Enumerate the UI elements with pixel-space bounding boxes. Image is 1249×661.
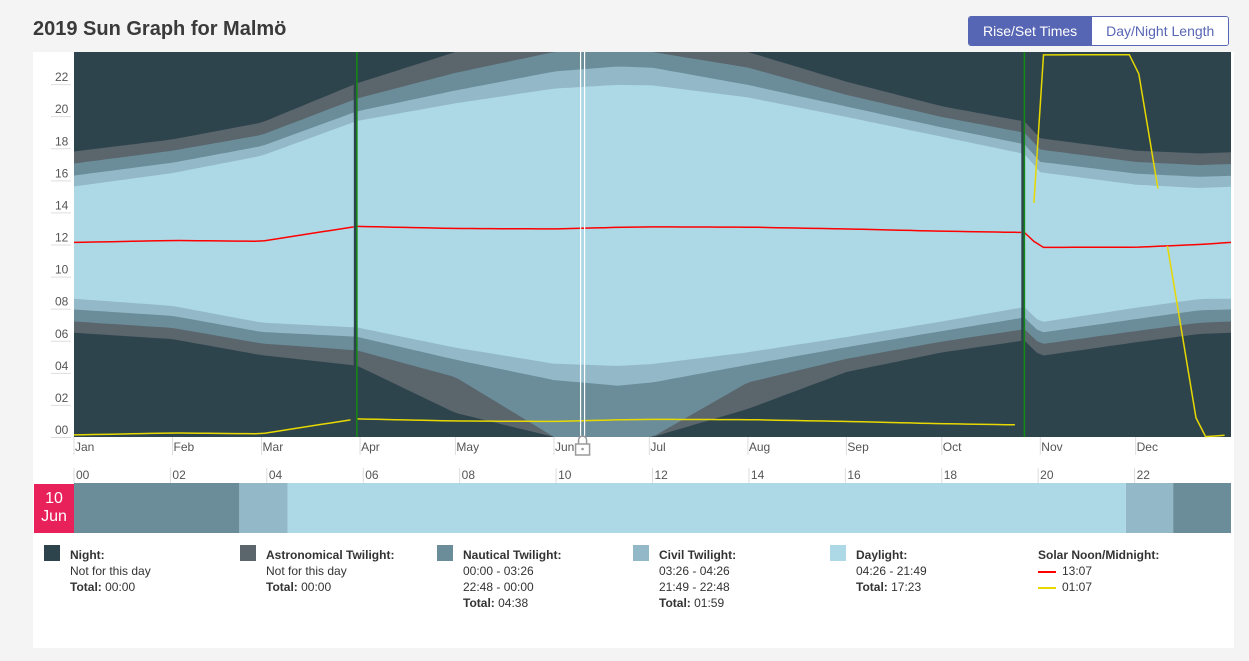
legend-daylight-line1: 04:26 - 21:49 xyxy=(856,564,927,578)
hour-tick-label-22: 22 xyxy=(1137,468,1151,482)
legend-astro-title: Astronomical Twilight: xyxy=(266,548,395,562)
rise-set-times-button[interactable]: Rise/Set Times xyxy=(969,17,1092,45)
legend-nautical-line1: 00:00 - 03:26 xyxy=(463,564,534,578)
hour-tick-label-18: 18 xyxy=(944,468,958,482)
solar-midnight-line-seg2 xyxy=(1166,245,1225,438)
legend-nautical-title: Nautical Twilight: xyxy=(463,548,562,562)
noon-line-swatch xyxy=(1038,570,1056,573)
legend-astro-total-label: Total: xyxy=(266,580,298,594)
lock-icon[interactable] xyxy=(574,435,591,456)
x-tick-label-Oct: Oct xyxy=(943,440,962,454)
civil-swatch xyxy=(633,545,649,561)
day-bar-segment-civil-3 xyxy=(1125,483,1174,533)
x-tick-label-Aug: Aug xyxy=(749,440,770,454)
legend-solar-midnight: 01:07 xyxy=(1062,580,1093,594)
solar-noon-line-seg2 xyxy=(1023,231,1232,249)
legend-astro-total: 00:00 xyxy=(301,580,332,594)
daylight-band-seg1 xyxy=(356,84,1022,366)
legend-night-line1: Not for this day xyxy=(70,564,151,578)
day-bar-segment-nautical-4 xyxy=(1173,483,1231,533)
x-tick-label-Jun: Jun xyxy=(555,440,574,454)
solar-midnight-line-seg1 xyxy=(356,418,1015,426)
y-tick-label-04: 04 xyxy=(55,359,69,373)
legend-daylight-total-label: Total: xyxy=(856,580,888,594)
x-tick-label-Dec: Dec xyxy=(1137,440,1158,454)
nautical-swatch xyxy=(437,545,453,561)
x-tick-label-May: May xyxy=(456,440,479,454)
day-bar-segment-day-2 xyxy=(287,483,1126,533)
hour-tick-label-14: 14 xyxy=(751,468,765,482)
solar-noon-line-seg0 xyxy=(73,226,354,244)
daylight-band-seg2 xyxy=(1024,153,1231,322)
hour-tick-label-08: 08 xyxy=(462,468,476,482)
solar-midnight-wrap-line xyxy=(1033,53,1159,203)
selected-day: 10 xyxy=(45,490,63,507)
legend-civil-total: 01:59 xyxy=(694,596,725,610)
solar-noon-line-seg1 xyxy=(356,225,1022,234)
y-tick-label-14: 14 xyxy=(55,198,69,212)
hour-tick-label-00: 00 xyxy=(76,468,90,482)
y-tick-label-00: 00 xyxy=(55,423,69,437)
legend-solar-noon: 13:07 xyxy=(1062,564,1093,578)
legend-nautical-total-label: Total: xyxy=(463,596,495,610)
y-tick-label-08: 08 xyxy=(55,295,69,309)
y-tick-label-10: 10 xyxy=(55,263,69,277)
selected-date-badge: 10 Jun xyxy=(34,484,74,533)
daylight-swatch xyxy=(830,545,846,561)
hour-tick-label-16: 16 xyxy=(847,468,861,482)
legend-nautical-line2: 22:48 - 00:00 xyxy=(463,580,534,594)
legend-civil-line1: 03:26 - 04:26 xyxy=(659,564,730,578)
x-tick-label-Nov: Nov xyxy=(1041,440,1062,454)
legend-daylight-title: Daylight: xyxy=(856,548,908,562)
legend-daylight-total: 17:23 xyxy=(891,580,922,594)
hour-tick-label-06: 06 xyxy=(365,468,379,482)
legend-nautical-total: 04:38 xyxy=(498,596,529,610)
x-tick-label-Sep: Sep xyxy=(847,440,869,454)
x-tick-label-Jul: Jul xyxy=(650,440,665,454)
legend-civil-title: Civil Twilight: xyxy=(659,548,737,562)
sun-graph-chart[interactable]: 00 02 04 06 08 10 12 14 16 18 20 22 Jan Feb Mar Apr May J… xyxy=(33,52,1234,540)
y-tick-label-18: 18 xyxy=(55,134,69,148)
astronomical-swatch xyxy=(240,545,256,561)
midnight-line-swatch xyxy=(1038,586,1056,589)
legend-night-title: Night: xyxy=(70,548,105,562)
y-tick-label-12: 12 xyxy=(55,231,69,245)
view-toggle: Rise/Set Times Day/Night Length xyxy=(968,16,1230,46)
y-tick-label-16: 16 xyxy=(55,166,69,180)
selected-month: Jun xyxy=(41,508,67,525)
y-tick-label-20: 20 xyxy=(55,102,69,116)
legend-civil-line2: 21:49 - 22:48 xyxy=(659,580,730,594)
legend-night-total: 00:00 xyxy=(105,580,136,594)
legend-astro-line1: Not for this day xyxy=(266,564,347,578)
day-night-length-button[interactable]: Day/Night Length xyxy=(1091,17,1229,45)
legend-solar-title: Solar Noon/Midnight: xyxy=(1038,548,1160,562)
daylight-band-seg0 xyxy=(74,122,354,328)
y-tick-label-22: 22 xyxy=(55,70,69,84)
night-swatch xyxy=(44,545,60,561)
y-tick-label-06: 06 xyxy=(55,327,69,341)
x-tick-label-Apr: Apr xyxy=(361,440,380,454)
x-tick-label-Feb: Feb xyxy=(174,440,195,454)
x-tick-label-Mar: Mar xyxy=(263,440,284,454)
hour-tick-label-12: 12 xyxy=(655,468,669,482)
x-tick-label-Jan: Jan xyxy=(75,440,94,454)
legend-night-total-label: Total: xyxy=(70,580,102,594)
solar-midnight-line-seg0 xyxy=(73,419,351,436)
day-bar-segment-nautical-0 xyxy=(74,483,240,533)
page-title: 2019 Sun Graph for Malmö xyxy=(33,18,287,40)
y-tick-label-02: 02 xyxy=(55,391,69,405)
day-bar-segment-civil-1 xyxy=(239,483,288,533)
hour-tick-label-04: 04 xyxy=(269,468,283,482)
hour-tick-label-10: 10 xyxy=(558,468,572,482)
legend-civil-total-label: Total: xyxy=(659,596,691,610)
hour-tick-label-20: 20 xyxy=(1040,468,1054,482)
hour-tick-label-02: 02 xyxy=(172,468,186,482)
